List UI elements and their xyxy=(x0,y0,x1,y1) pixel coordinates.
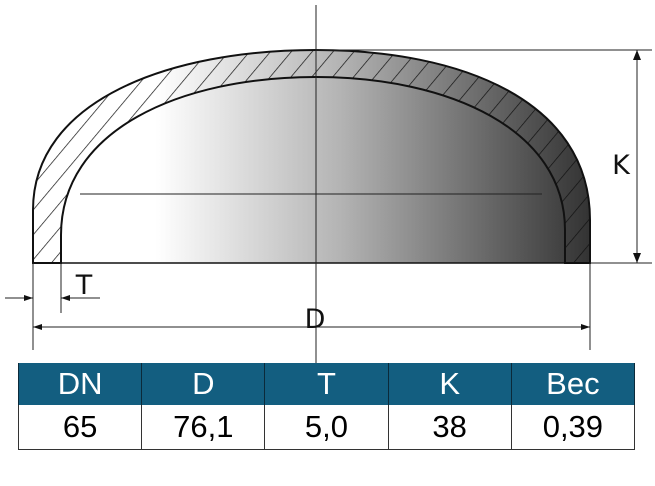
label-height: K xyxy=(612,150,631,181)
column-header: Вес xyxy=(510,363,636,405)
table-header-row: DN D T K Вес xyxy=(17,363,636,405)
arrowheads xyxy=(24,50,641,330)
column-header: K xyxy=(387,363,512,405)
table-cell: 5,0 xyxy=(264,405,389,450)
table-cell: 76,1 xyxy=(141,405,266,450)
dimensions-table: DN D T K Вес 65 76,1 5,0 38 0,39 xyxy=(17,363,636,450)
label-thickness: T xyxy=(75,270,93,301)
label-diameter: D xyxy=(305,304,326,335)
table-row: 65 76,1 5,0 38 0,39 xyxy=(17,405,636,450)
column-header: T xyxy=(264,363,389,405)
table-cell: 0,39 xyxy=(510,405,636,450)
table-cell: 38 xyxy=(387,405,512,450)
column-header: DN xyxy=(17,363,143,405)
cap-body xyxy=(32,48,591,264)
column-header: D xyxy=(141,363,266,405)
table-cell: 65 xyxy=(17,405,143,450)
